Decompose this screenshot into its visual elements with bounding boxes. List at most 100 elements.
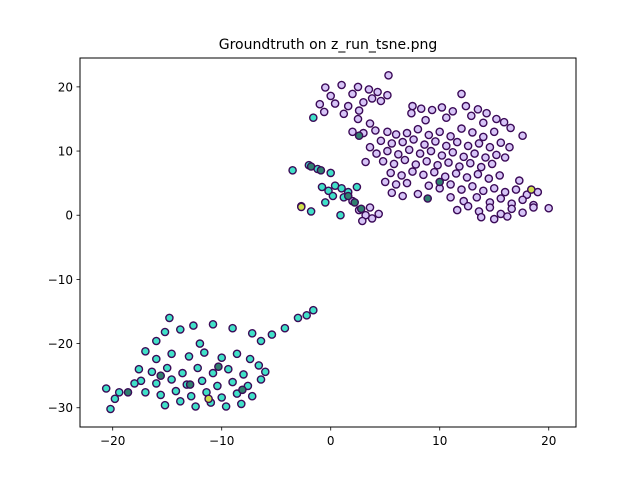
scatter-point [448, 147, 458, 157]
scatter-point [193, 363, 202, 373]
scatter-point [389, 159, 399, 169]
scatter-point [400, 155, 410, 165]
scatter-point [419, 170, 428, 180]
scatter-point [151, 336, 161, 346]
scatter-point [343, 191, 353, 201]
scatter-point [544, 203, 554, 213]
scatter-point [114, 387, 124, 397]
scatter-point [482, 108, 491, 118]
scatter-point [529, 203, 538, 212]
scatter-point [365, 142, 375, 152]
scatter-point [191, 402, 200, 411]
scatter-point [383, 90, 392, 100]
scatter-point [424, 181, 434, 190]
scatter-point [195, 339, 205, 348]
scatter-point [337, 183, 346, 193]
scatter-point [354, 131, 364, 140]
scatter-point [408, 167, 417, 176]
scatter-point [147, 367, 157, 377]
scatter-point [330, 99, 340, 108]
scatter-point [160, 400, 170, 410]
scatter-point [160, 327, 170, 337]
scatter-point [448, 107, 458, 116]
scatter-point [472, 192, 482, 202]
scatter-point [402, 178, 412, 188]
scatter-point [496, 194, 506, 203]
scatter-point [221, 402, 231, 411]
scatter-point [167, 349, 176, 359]
scatter-point [336, 210, 345, 220]
scatter-point [413, 189, 423, 199]
y-tick-label: −30 [48, 401, 73, 415]
scatter-point [461, 101, 471, 111]
scatter-point [470, 149, 479, 158]
chart-title: Groundtruth on z_run_tsne.png [219, 37, 438, 53]
scatter-point [339, 109, 349, 119]
scatter-point [380, 177, 390, 187]
plot-frame [79, 57, 577, 428]
scatter-point [293, 313, 303, 323]
scatter-point [420, 140, 429, 149]
scatter-point [387, 139, 397, 148]
scatter-point [306, 162, 316, 171]
scatter-point [487, 159, 497, 169]
scatter-point [348, 127, 357, 137]
scatter-point [433, 160, 442, 170]
scatter-point [367, 94, 377, 103]
scatter-point [213, 381, 222, 391]
x-tick-label: −20 [100, 434, 125, 448]
scatter-point [446, 131, 455, 141]
scatter-point [162, 363, 172, 373]
scatter-point [409, 135, 418, 144]
scatter-point [350, 198, 360, 207]
scatter-point [387, 188, 397, 198]
scatter-point [280, 323, 290, 333]
scatter-point [413, 124, 423, 134]
scatter-point [398, 137, 408, 147]
scatter-point [228, 377, 237, 387]
x-tick-label: 20 [541, 434, 556, 448]
scatter-point [426, 146, 436, 156]
scatter-point [337, 80, 346, 90]
scatter-point [518, 195, 527, 205]
scatter-point [376, 136, 386, 146]
scatter-point [354, 106, 364, 115]
scatter-point [452, 205, 462, 215]
scatter-point [393, 149, 403, 159]
scatter-point [496, 138, 506, 147]
scatter-point [352, 182, 362, 192]
scatter-point [256, 375, 266, 384]
scatter-point [457, 185, 466, 194]
scatter-point [353, 114, 363, 124]
scatter-point [489, 214, 499, 224]
scatter-point [441, 113, 451, 122]
x-tick-label: −10 [209, 434, 234, 448]
scatter-point [167, 375, 176, 384]
scatter-point [316, 165, 326, 175]
y-axis: −30 −20 −10 0 10 20 [48, 80, 80, 415]
scatter-point [175, 325, 185, 334]
scatter-point [185, 380, 195, 389]
scatter-point [511, 185, 521, 194]
scatter-point [256, 336, 266, 346]
scatter-point [485, 142, 495, 152]
scatter-point [228, 323, 237, 333]
x-tick-label: 0 [327, 434, 335, 448]
scatter-point [239, 370, 248, 379]
scatter-point [151, 354, 161, 364]
scatter-point [386, 168, 396, 178]
scatter-point [505, 142, 514, 152]
scatter-point [465, 158, 475, 168]
scatter-point [186, 391, 196, 401]
scatter-point [217, 393, 226, 402]
scatter-point [468, 128, 477, 137]
scatter-point [348, 89, 357, 99]
scatter-point [473, 105, 483, 114]
scatter-point [197, 376, 207, 386]
scatter-point [383, 146, 392, 156]
scatter-point [326, 168, 336, 178]
scatter-point [247, 328, 257, 338]
scatter-point [238, 385, 247, 395]
scatter-point [217, 353, 226, 363]
scatter-point [204, 394, 213, 404]
